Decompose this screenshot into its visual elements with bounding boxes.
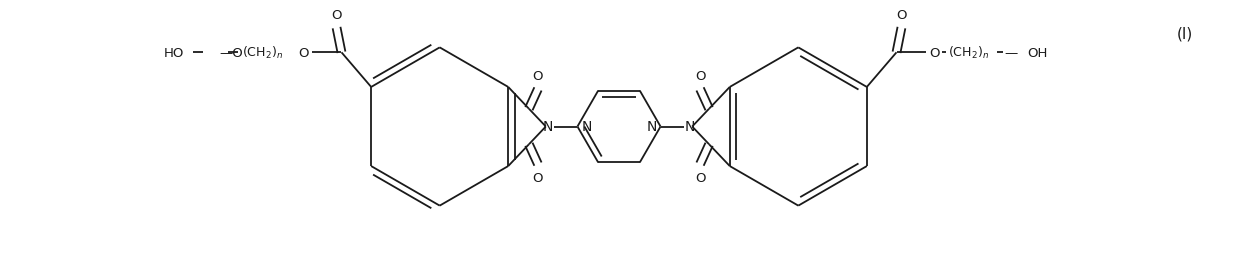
Text: O: O <box>695 70 706 83</box>
Text: —: — <box>1004 47 1018 60</box>
Text: N: N <box>646 120 656 134</box>
Text: O: O <box>695 171 706 184</box>
Text: N: N <box>542 120 553 134</box>
Text: O: O <box>532 171 543 184</box>
Text: N: N <box>685 120 696 134</box>
Text: N: N <box>582 120 592 134</box>
Text: (CH$_2$)$_n$: (CH$_2$)$_n$ <box>948 45 989 61</box>
Text: OH: OH <box>1028 47 1047 60</box>
Text: (CH$_2$)$_n$: (CH$_2$)$_n$ <box>243 45 284 61</box>
Text: O: O <box>298 47 310 60</box>
Text: O: O <box>896 9 906 22</box>
Text: —O: —O <box>220 47 244 60</box>
Text: O: O <box>928 47 940 60</box>
Text: (I): (I) <box>1176 27 1193 41</box>
Text: O: O <box>532 70 543 83</box>
Text: HO: HO <box>163 47 184 60</box>
Text: O: O <box>332 9 342 22</box>
